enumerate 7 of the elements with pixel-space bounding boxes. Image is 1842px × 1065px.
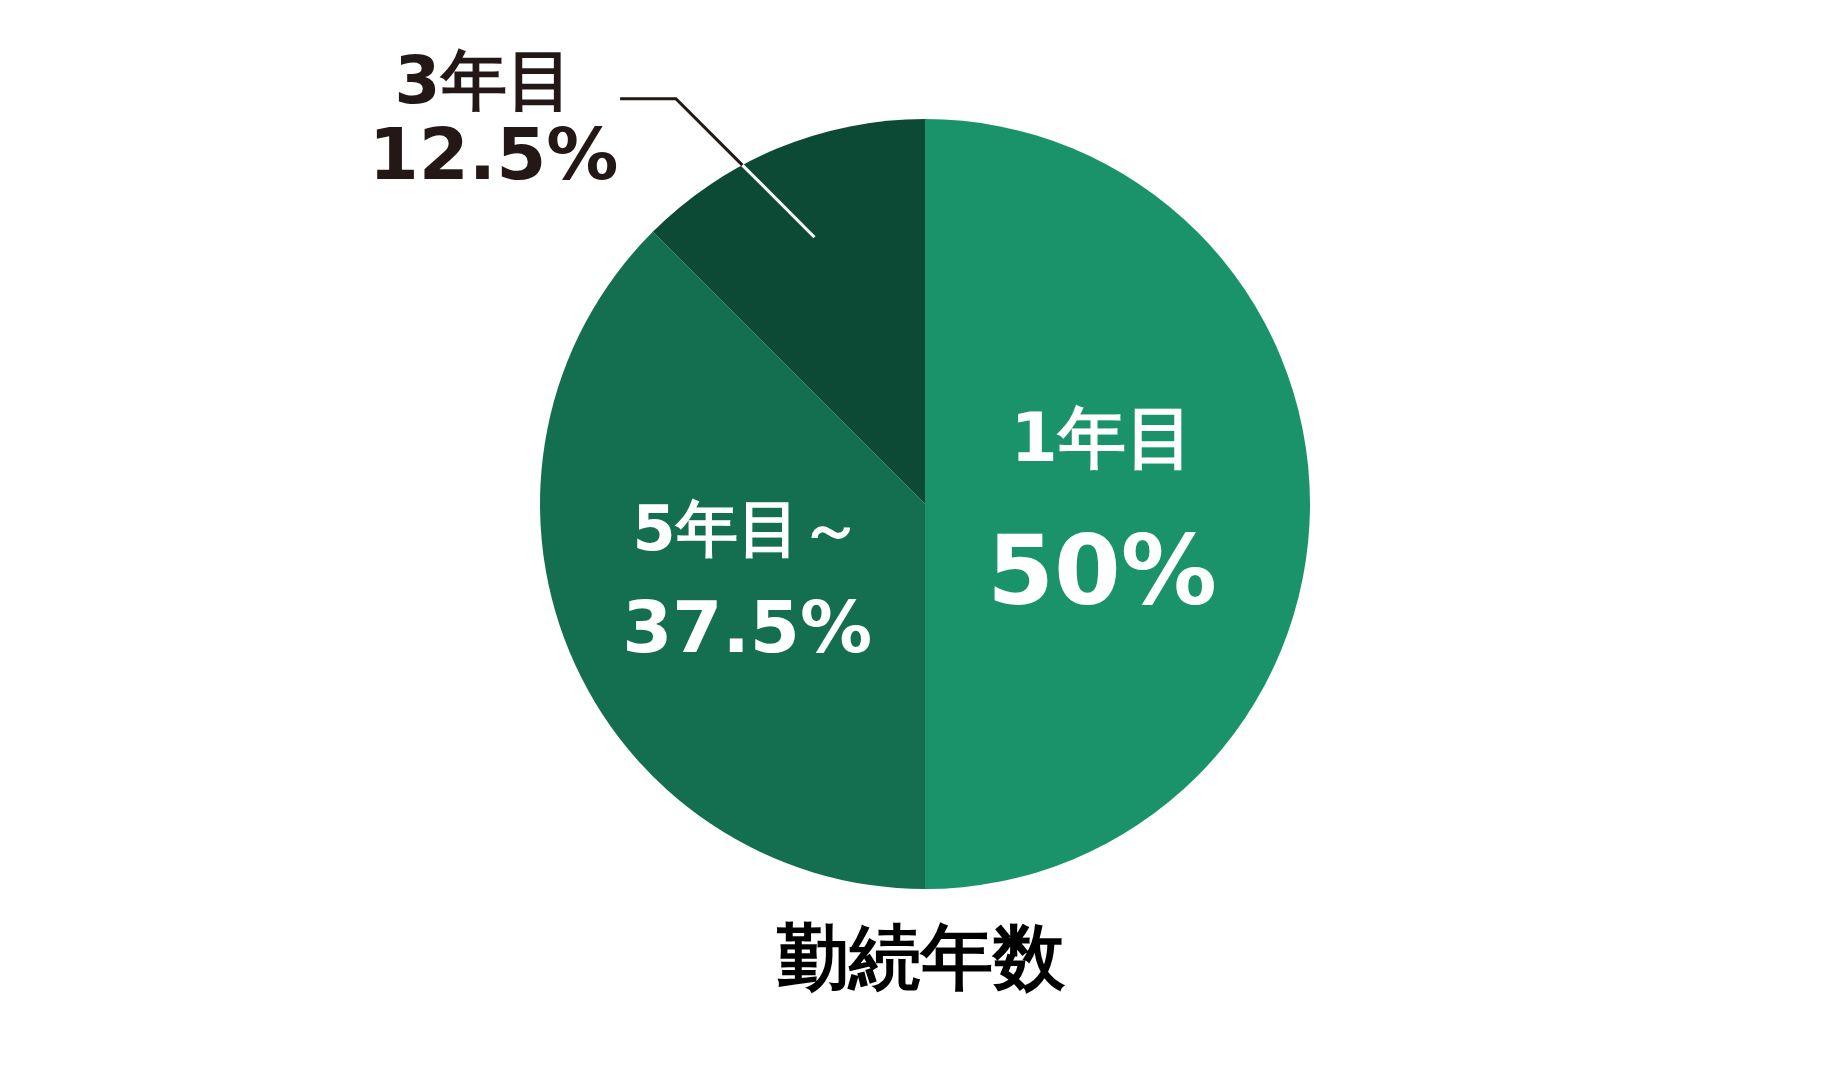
- pie-slice: [925, 119, 1310, 889]
- slice-label: 1年目: [1010, 397, 1194, 477]
- text: 勤続年数: [776, 915, 1066, 999]
- data-label: 37.5%: [622, 584, 873, 669]
- data-label: 50%: [987, 515, 1217, 627]
- pie-slice: [540, 231, 925, 889]
- slice-label: 5年目～: [632, 492, 862, 566]
